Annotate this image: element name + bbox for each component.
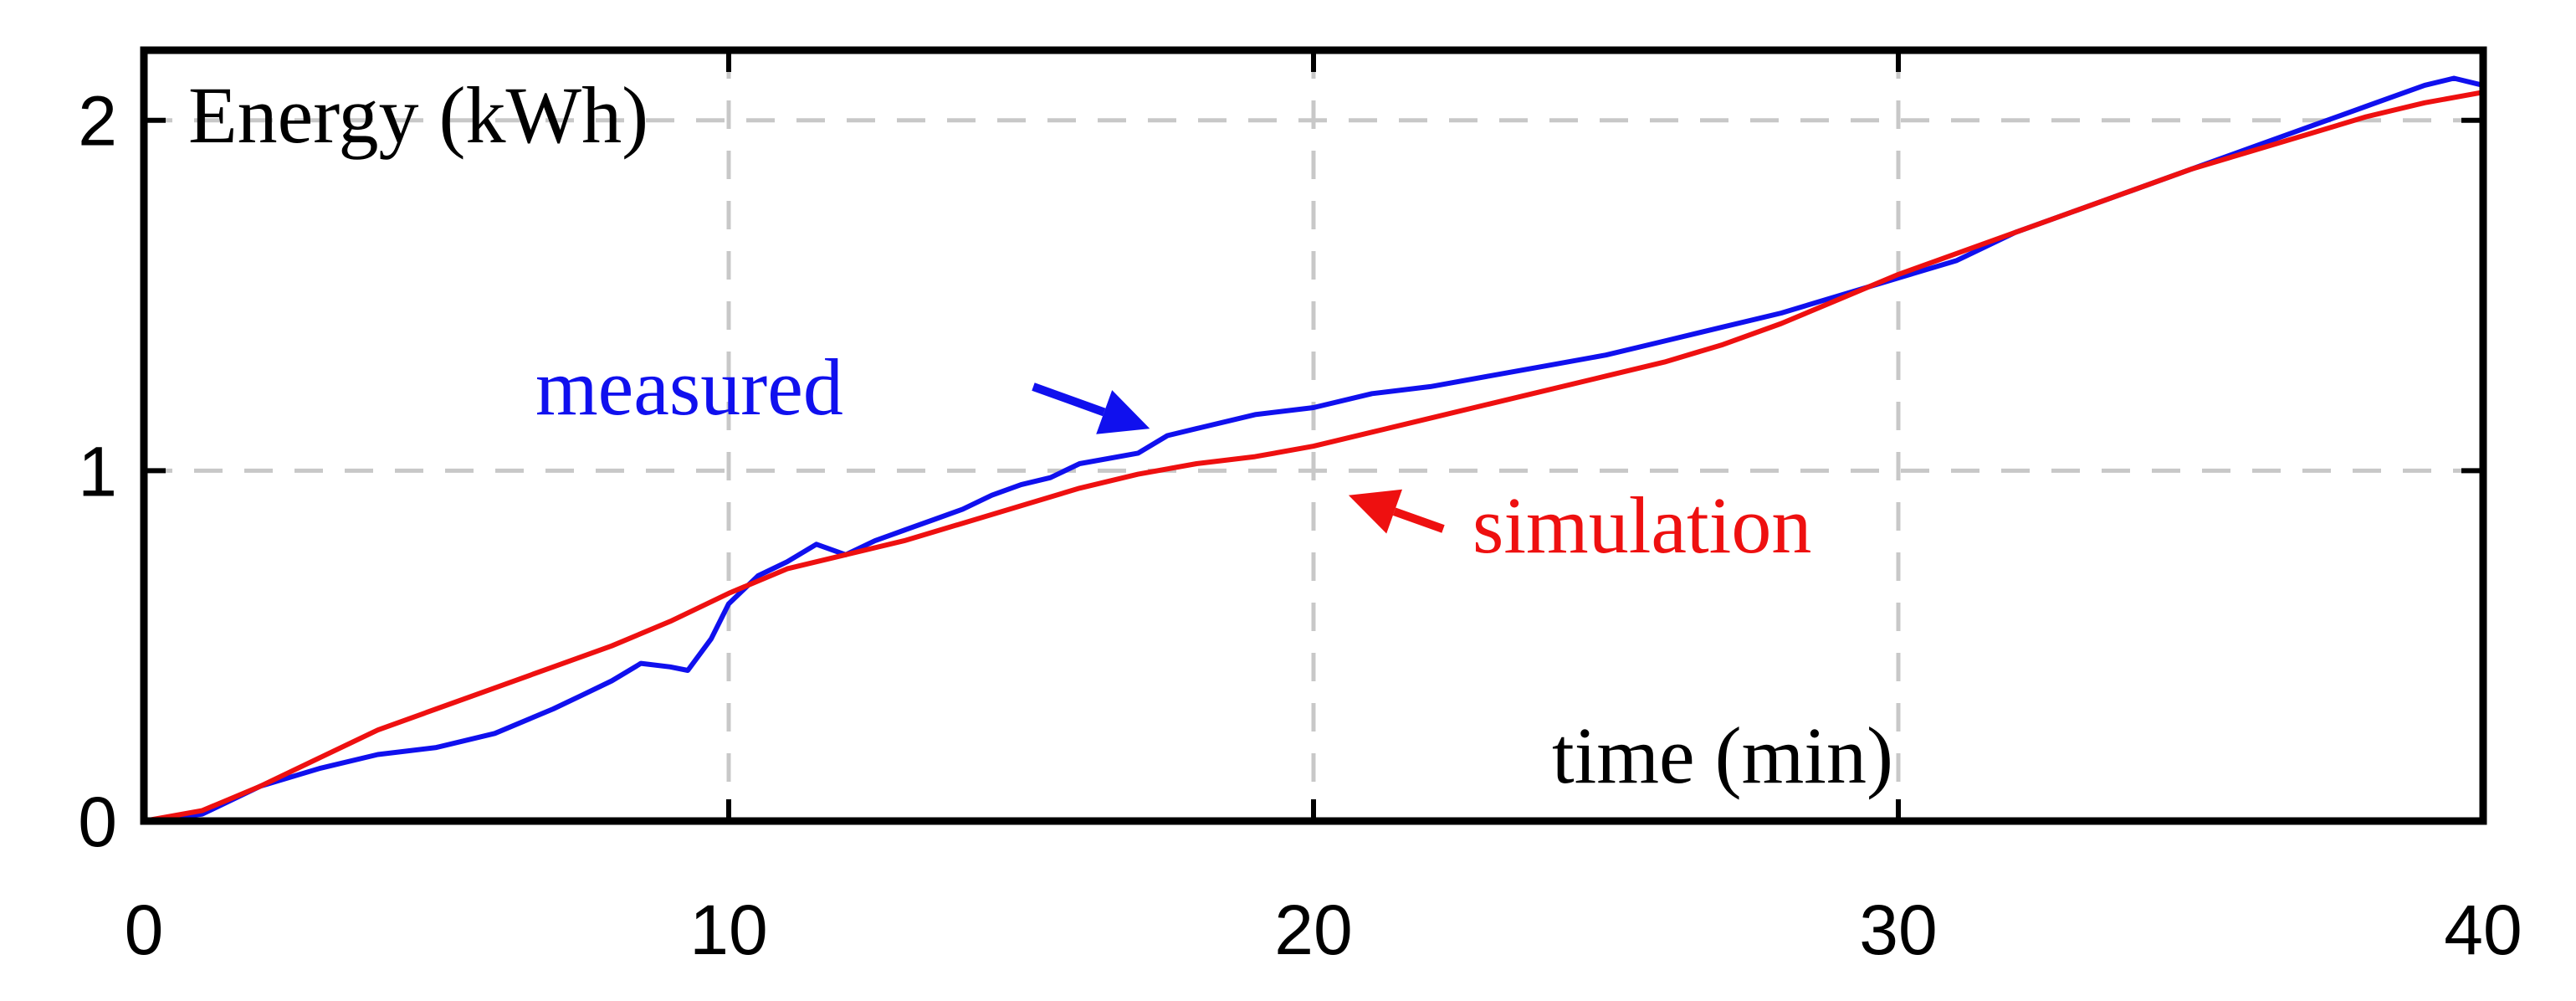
series-lines [141,75,2486,824]
x-tick-label: 30 [1859,891,1937,969]
grid-lines [144,50,2483,821]
x-tick-label: 0 [125,891,164,969]
annotation-arrow-shaft [1392,507,1445,533]
x-tick-label: 40 [2444,891,2522,969]
y-tick-label: 1 [78,432,117,511]
annotation-label-measured: measured [535,342,843,432]
axis-ticks [141,50,2486,824]
x-tick-label: 10 [689,891,767,969]
y-axis-label: Energy (kWh) [188,70,648,160]
annotation-arrow-head [1348,489,1402,534]
annotations: measured simulation [535,342,1811,570]
y-tick-label: 0 [78,783,117,861]
axis-tick-labels: 0 10 20 30 40 0 1 2 [78,82,2522,969]
y-tick-label: 2 [78,82,117,161]
x-axis-label: time (min) [1552,711,1893,800]
annotation-label-simulation: simulation [1472,480,1811,570]
x-tick-label: 20 [1274,891,1352,969]
series-line-simulation [141,90,2486,824]
annotation-arrow-shaft [1032,382,1106,417]
annotation-arrow-head [1096,390,1150,434]
